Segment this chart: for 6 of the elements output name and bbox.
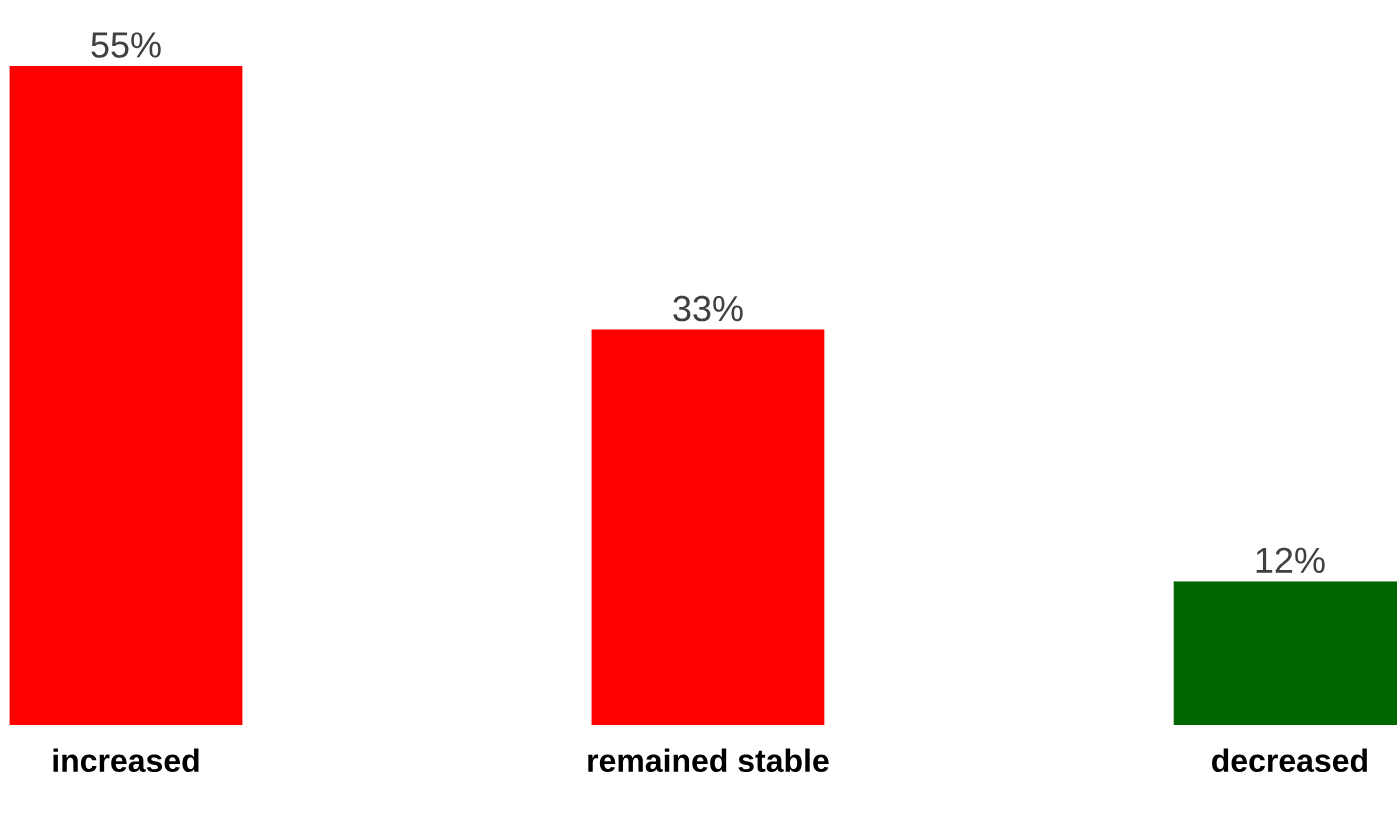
x-tick-label: increased [53, 748, 199, 773]
data-label: 33% [673, 295, 743, 322]
x-tick-label: remained stable [588, 748, 829, 773]
data-label: 12% [1256, 547, 1325, 573]
data-label: 55% [91, 32, 161, 58]
x-tick-label: decreased [1212, 748, 1367, 773]
